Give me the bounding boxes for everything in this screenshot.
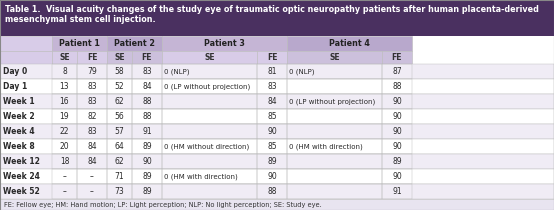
Text: mesenchymal stem cell injection.: mesenchymal stem cell injection.	[5, 15, 156, 24]
Text: 89: 89	[392, 157, 402, 166]
Text: 90: 90	[392, 127, 402, 136]
Text: 82: 82	[87, 112, 97, 121]
Text: 0 (LP without projection): 0 (LP without projection)	[289, 98, 375, 105]
Text: 84: 84	[87, 157, 97, 166]
Text: 79: 79	[87, 67, 97, 76]
Text: –: –	[63, 187, 66, 196]
Text: 90: 90	[267, 127, 277, 136]
Text: Table 1.  Visual acuity changes of the study eye of traumatic optic neuropathy p: Table 1. Visual acuity changes of the st…	[5, 5, 539, 14]
Text: FE: FE	[392, 53, 402, 62]
Text: Week 1: Week 1	[3, 97, 34, 106]
Text: Week 24: Week 24	[3, 172, 40, 181]
Text: 88: 88	[142, 112, 152, 121]
Text: Patient 1: Patient 1	[59, 39, 100, 48]
Text: 57: 57	[115, 127, 125, 136]
Text: 88: 88	[142, 97, 152, 106]
Text: 90: 90	[392, 112, 402, 121]
Text: 90: 90	[392, 172, 402, 181]
Text: SE: SE	[204, 53, 215, 62]
Text: 89: 89	[142, 172, 152, 181]
Text: 0 (HM with direction): 0 (HM with direction)	[164, 173, 238, 180]
Text: 13: 13	[60, 82, 69, 91]
Text: Week 2: Week 2	[3, 112, 34, 121]
Text: 0 (HM with direction): 0 (HM with direction)	[289, 143, 363, 150]
Text: 64: 64	[115, 142, 125, 151]
Text: 89: 89	[267, 157, 277, 166]
Text: 90: 90	[142, 157, 152, 166]
Text: 19: 19	[60, 112, 69, 121]
Text: Day 1: Day 1	[3, 82, 27, 91]
Text: 83: 83	[87, 127, 97, 136]
Text: 62: 62	[115, 97, 124, 106]
Text: 91: 91	[392, 187, 402, 196]
Text: 16: 16	[60, 97, 69, 106]
Text: 62: 62	[115, 157, 124, 166]
Text: 0 (LP without projection): 0 (LP without projection)	[164, 83, 250, 90]
Text: Day 0: Day 0	[3, 67, 27, 76]
Text: –: –	[90, 187, 94, 196]
Text: 84: 84	[142, 82, 152, 91]
Text: 83: 83	[87, 97, 97, 106]
Text: SE: SE	[114, 53, 125, 62]
Text: 90: 90	[392, 97, 402, 106]
Text: 89: 89	[142, 142, 152, 151]
Text: 89: 89	[142, 187, 152, 196]
Text: 84: 84	[87, 142, 97, 151]
Text: 90: 90	[392, 142, 402, 151]
Text: 91: 91	[142, 127, 152, 136]
Text: 87: 87	[392, 67, 402, 76]
Text: 22: 22	[60, 127, 69, 136]
Text: 85: 85	[267, 112, 277, 121]
Text: 84: 84	[267, 97, 277, 106]
Text: FE: FE	[87, 53, 98, 62]
Text: 8: 8	[62, 67, 67, 76]
Text: FE: FE	[142, 53, 152, 62]
Text: 18: 18	[60, 157, 69, 166]
Text: FE: Fellow eye; HM: Hand motion; LP: Light perception; NLP: No light perception;: FE: Fellow eye; HM: Hand motion; LP: Lig…	[4, 202, 322, 209]
Text: 20: 20	[60, 142, 69, 151]
Text: 56: 56	[115, 112, 125, 121]
Text: 0 (NLP): 0 (NLP)	[289, 68, 315, 75]
Text: 71: 71	[115, 172, 124, 181]
Text: 90: 90	[267, 172, 277, 181]
Text: 88: 88	[392, 82, 402, 91]
Text: 83: 83	[142, 67, 152, 76]
Text: Patient 2: Patient 2	[114, 39, 155, 48]
Text: Week 8: Week 8	[3, 142, 35, 151]
Text: Week 52: Week 52	[3, 187, 40, 196]
Text: 58: 58	[115, 67, 124, 76]
Text: SE: SE	[59, 53, 70, 62]
Text: Patient 4: Patient 4	[329, 39, 370, 48]
Text: 81: 81	[267, 67, 277, 76]
Text: 88: 88	[267, 187, 277, 196]
Text: SE: SE	[329, 53, 340, 62]
Text: FE: FE	[266, 53, 277, 62]
Text: Week 12: Week 12	[3, 157, 40, 166]
Text: 52: 52	[115, 82, 124, 91]
Text: 73: 73	[115, 187, 125, 196]
Text: Patient 3: Patient 3	[204, 39, 245, 48]
Text: 0 (NLP): 0 (NLP)	[164, 68, 189, 75]
Text: 83: 83	[267, 82, 277, 91]
Text: 83: 83	[87, 82, 97, 91]
Text: –: –	[90, 172, 94, 181]
Text: 85: 85	[267, 142, 277, 151]
Text: 0 (HM without direction): 0 (HM without direction)	[164, 143, 249, 150]
Text: –: –	[63, 172, 66, 181]
Text: Week 4: Week 4	[3, 127, 34, 136]
